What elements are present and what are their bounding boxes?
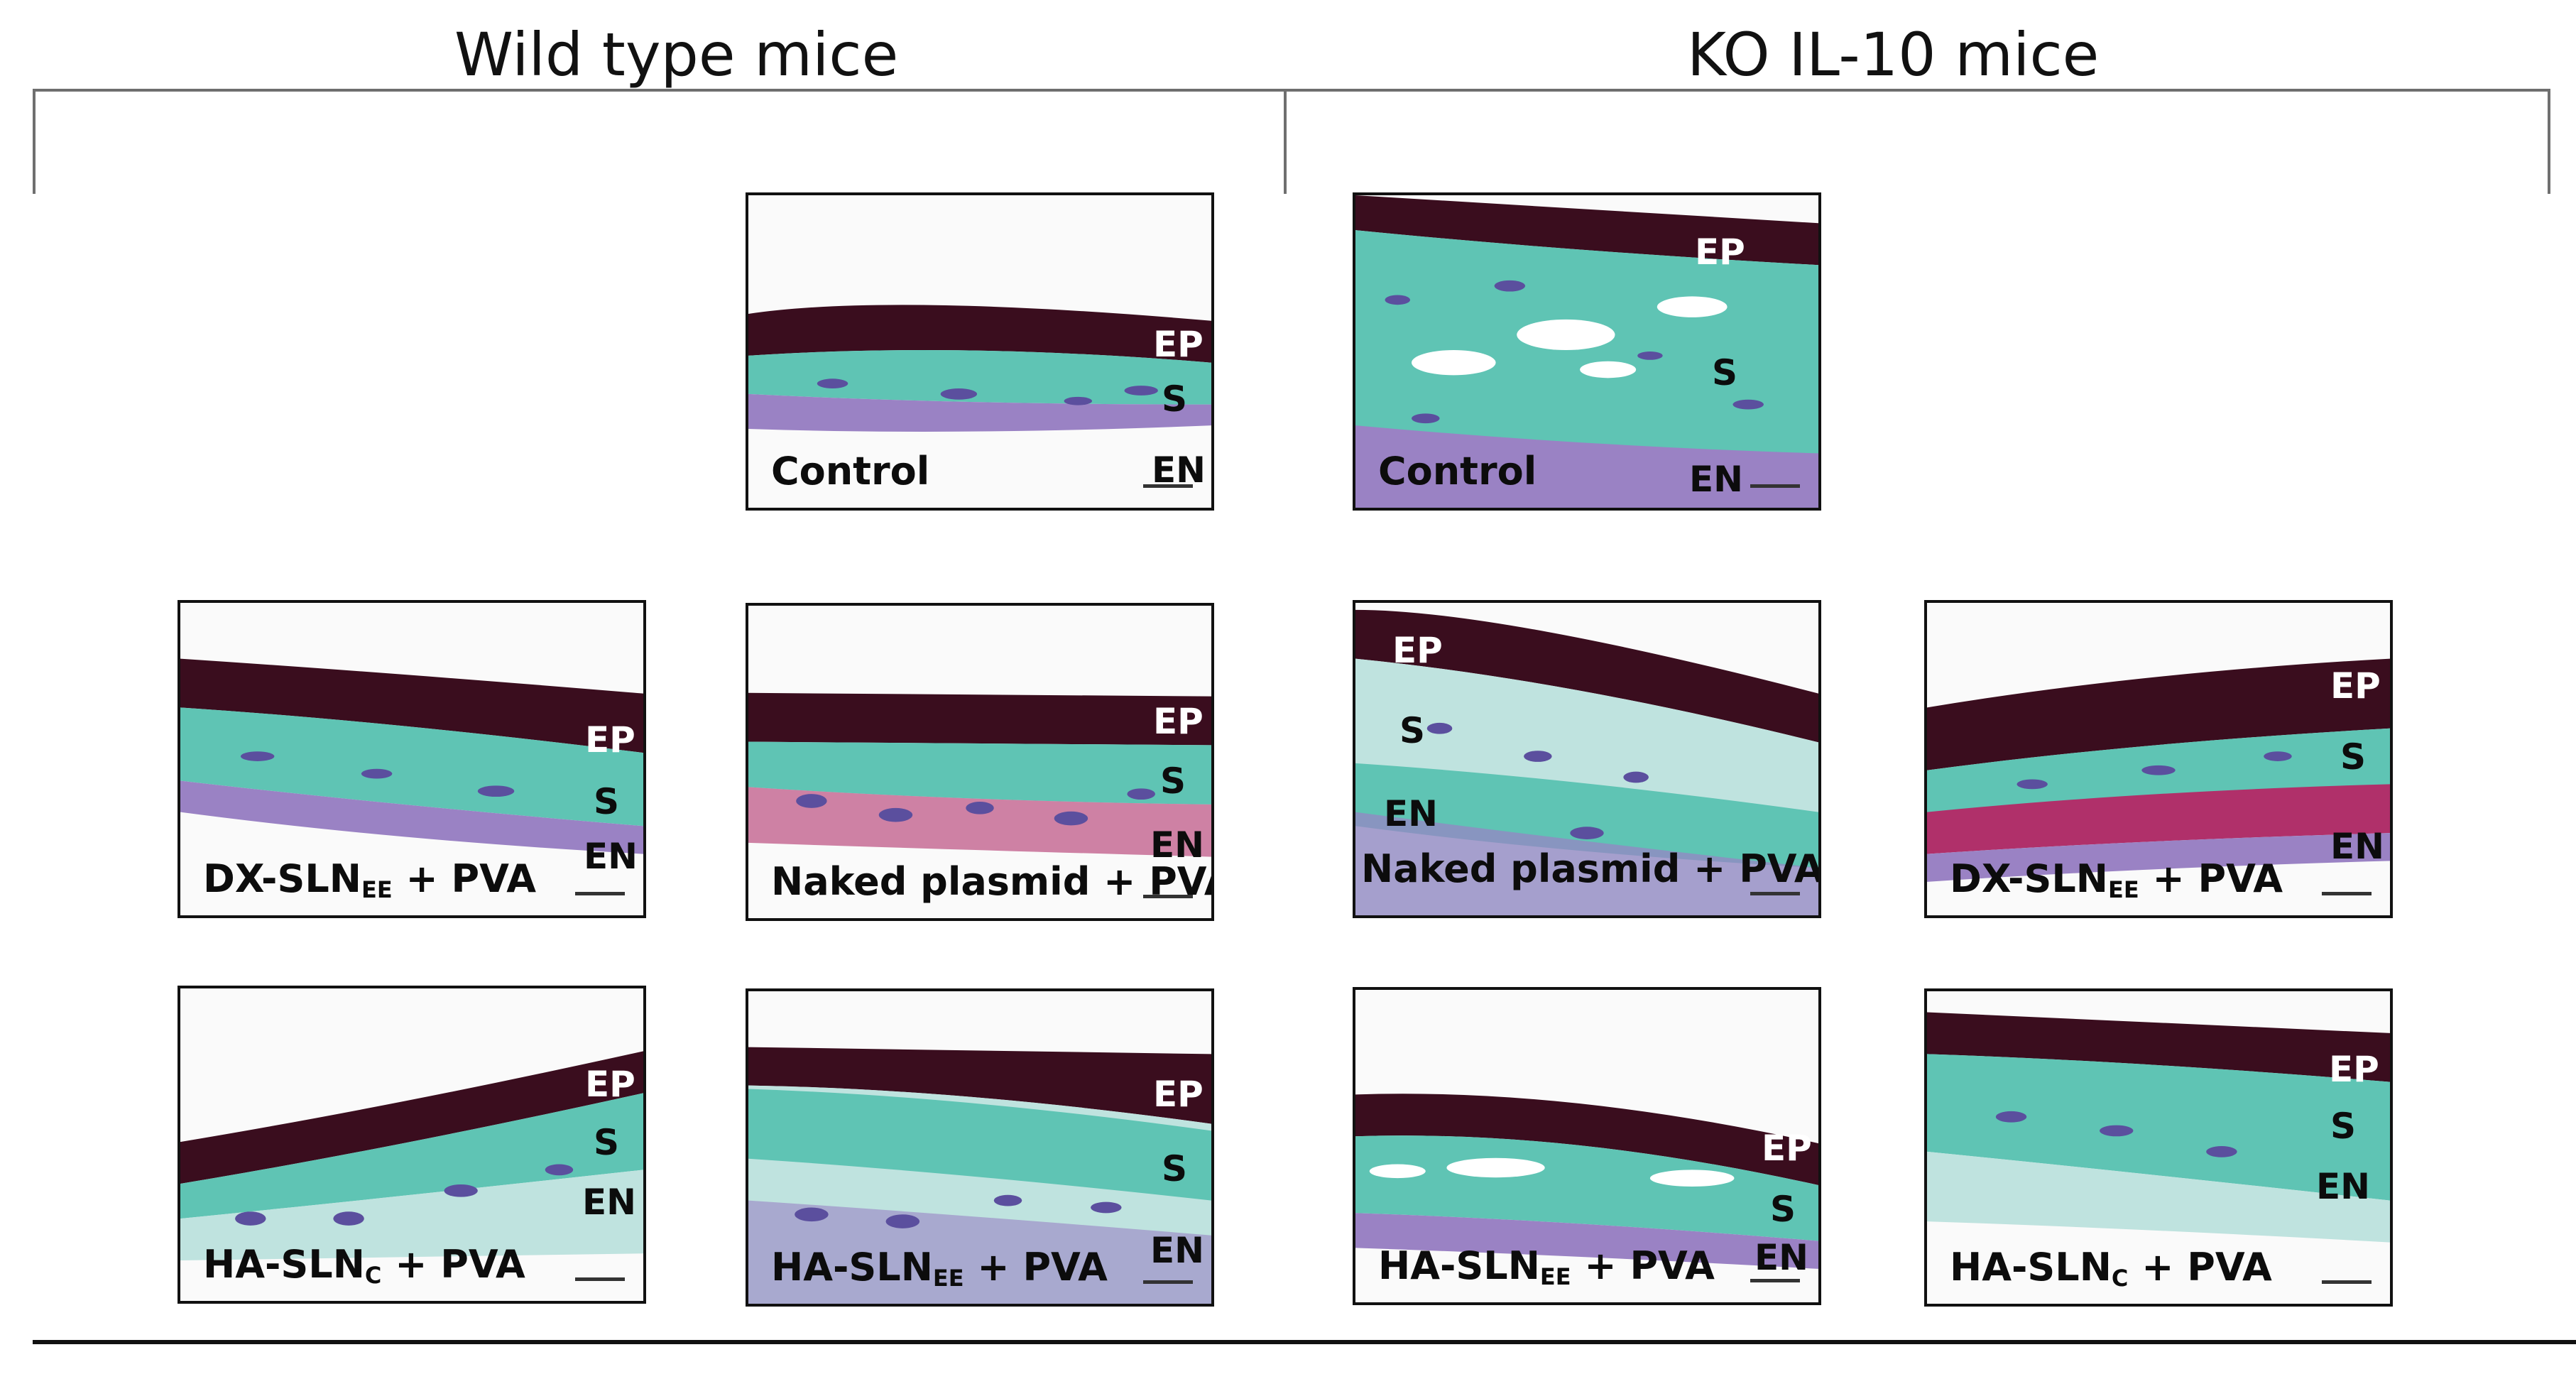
bracket-middle-tick	[1284, 89, 1287, 194]
micrograph-ko-naked-plasmid: EP S EN Naked plasmid + PVA	[1353, 600, 1821, 918]
micrograph-ko-ha-sln-c: EP S EN HA-SLNC + PVA	[1924, 988, 2393, 1307]
label-s: S	[594, 781, 620, 822]
label-en: EN	[1150, 1230, 1205, 1271]
micrograph-wt-control: EP S EN Control	[746, 192, 1214, 511]
tissue-image	[1355, 603, 1818, 915]
label-s: S	[594, 1122, 620, 1163]
group-title-ko-il10: KO IL-10 mice	[1687, 20, 2100, 89]
tissue-image	[180, 603, 643, 915]
condition-label: HA-SLNC + PVA	[1950, 1245, 2272, 1292]
micrograph-ko-ha-sln-ee: EP S EN HA-SLNEE + PVA	[1353, 987, 1821, 1305]
label-en: EN	[1152, 449, 1206, 491]
label-ep: EP	[1392, 630, 1443, 671]
scale-bar	[2322, 1280, 2372, 1284]
micrograph-wt-ha-sln-ee: EP S EN HA-SLNEE + PVA	[746, 988, 1214, 1307]
label-s: S	[1770, 1189, 1796, 1230]
scale-bar	[1750, 892, 1800, 895]
label-ep: EP	[585, 1064, 635, 1105]
label-ep: EP	[1695, 231, 1745, 273]
bracket-left-tick	[33, 89, 36, 194]
tissue-image	[1927, 991, 2390, 1304]
micrograph-wt-naked-plasmid: EP S EN Naked plasmid + PVA	[746, 603, 1214, 921]
label-en: EN	[1754, 1237, 1809, 1278]
label-ep: EP	[2330, 665, 2381, 707]
scale-bar	[1143, 1280, 1193, 1284]
label-en: EN	[582, 1182, 637, 1223]
label-en: EN	[1150, 824, 1205, 866]
scale-bar	[575, 1277, 625, 1281]
label-en: EN	[584, 836, 638, 877]
micrograph-ko-control: EP S EN Control	[1353, 192, 1821, 511]
label-en: EN	[2316, 1166, 2371, 1207]
tissue-image	[1355, 195, 1818, 508]
condition-label: Naked plasmid + PVA	[1361, 846, 1821, 891]
condition-label: Naked plasmid + PVA	[771, 859, 1214, 904]
label-en: EN	[1384, 793, 1439, 834]
bottom-rule	[33, 1340, 2576, 1344]
tissue-image	[748, 195, 1211, 508]
condition-label: DX-SLNEE + PVA	[203, 856, 537, 903]
label-ep: EP	[1153, 1074, 1204, 1115]
tissue-image	[1355, 990, 1818, 1302]
bracket-right-tick	[2548, 89, 2550, 194]
condition-label: Control	[771, 449, 930, 494]
micrograph-wt-ha-sln-c: EP S EN HA-SLNC + PVA	[178, 986, 646, 1304]
label-ep: EP	[1762, 1128, 1812, 1169]
micrograph-wt-dx-sln-ee: EP S EN DX-SLNEE + PVA	[178, 600, 646, 918]
scale-bar	[575, 892, 625, 895]
label-ep: EP	[1153, 701, 1204, 742]
label-ep: EP	[2329, 1049, 2379, 1090]
scale-bar	[2322, 892, 2372, 895]
label-en: EN	[1689, 459, 1744, 500]
condition-label: HA-SLNEE + PVA	[1378, 1243, 1715, 1290]
micrograph-ko-dx-sln-ee: EP S EN DX-SLNEE + PVA	[1924, 600, 2393, 918]
label-s: S	[2340, 736, 2367, 778]
label-s: S	[1399, 710, 1426, 751]
condition-label: HA-SLNEE + PVA	[771, 1245, 1108, 1292]
tissue-image	[180, 988, 643, 1301]
condition-label: Control	[1378, 449, 1537, 494]
label-ep: EP	[1153, 324, 1204, 365]
label-s: S	[1162, 1148, 1188, 1189]
group-title-wild-type: Wild type mice	[454, 20, 899, 89]
condition-label: HA-SLNC + PVA	[203, 1242, 525, 1289]
scale-bar	[1143, 484, 1193, 488]
scale-bar	[1750, 484, 1800, 488]
label-s: S	[1712, 352, 1738, 393]
scale-bar	[1750, 1279, 1800, 1282]
condition-label: DX-SLNEE + PVA	[1950, 856, 2283, 903]
tissue-image	[1927, 603, 2390, 915]
label-en: EN	[2330, 826, 2385, 867]
tissue-image	[748, 991, 1211, 1304]
label-s: S	[1162, 378, 1188, 420]
label-s: S	[1160, 761, 1186, 802]
bracket-horizontal	[33, 89, 2550, 92]
tissue-image	[748, 606, 1211, 918]
scale-bar	[1143, 895, 1193, 898]
label-s: S	[2330, 1106, 2357, 1147]
label-ep: EP	[585, 719, 635, 761]
